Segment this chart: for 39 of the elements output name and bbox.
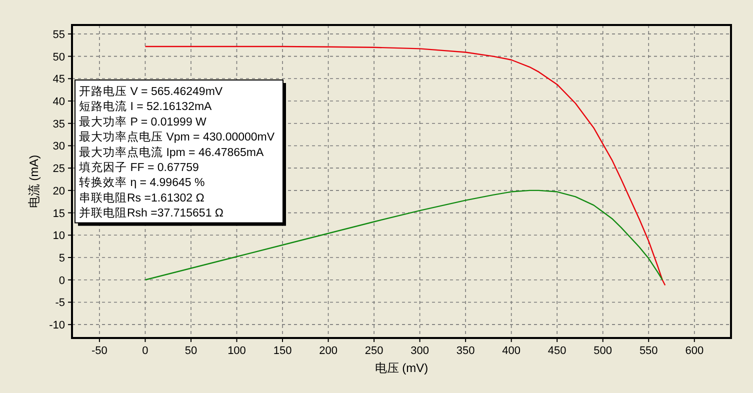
y-tick-label: 10 — [52, 230, 65, 242]
y-tick-label: 45 — [52, 74, 65, 86]
x-tick-label: -50 — [92, 345, 108, 357]
x-tick-label: 300 — [410, 345, 429, 357]
x-tick-label: 350 — [456, 345, 475, 357]
y-tick-label: 55 — [52, 28, 65, 41]
annotation: 填充因子 FF = 0.67759 — [78, 160, 199, 174]
y-axis-title: 电流 (mA) — [27, 154, 41, 208]
y-tick-label: -10 — [49, 320, 65, 332]
y-tick-label: 20 — [52, 185, 65, 198]
y-tick-label: 15 — [52, 208, 65, 220]
annotation: 最大功率点电流 Ipm = 46.47865mA — [79, 144, 264, 159]
annotation: 转换效率 η = 4.99645 % — [79, 175, 205, 190]
x-tick-label: 550 — [639, 345, 658, 357]
x-tick-label: 600 — [685, 345, 704, 357]
x-tick-label: 0 — [142, 345, 148, 357]
y-tick-label: -5 — [55, 297, 65, 310]
y-tick-label: 25 — [52, 163, 65, 176]
annotation: 开路电压 V = 565.46249mV — [79, 85, 223, 98]
x-tick-label: 200 — [319, 345, 338, 357]
x-tick-label: 100 — [228, 345, 246, 357]
annotation: 短路电流 I = 52.16132mA — [79, 99, 212, 114]
annotation: 串联电阻Rs =1.61302 Ω — [79, 191, 205, 204]
y-tick-label: 40 — [52, 96, 65, 108]
x-tick-label: 50 — [184, 345, 198, 357]
y-tick-label: 0 — [58, 274, 65, 287]
annotation: 并联电阻Rsh =37.715651 Ω — [79, 206, 224, 220]
x-tick-label: 450 — [548, 345, 566, 357]
annotation: 最大功率点电压 Vpm = 430.00000mV — [79, 130, 275, 144]
x-tick-label: 500 — [594, 345, 612, 357]
x-tick-label: 250 — [364, 345, 384, 357]
y-tick-label: 30 — [52, 140, 65, 153]
x-tick-label: 400 — [502, 345, 521, 357]
x-axis-title: 电压 (mV) — [374, 361, 428, 375]
y-tick-label: 35 — [52, 118, 65, 130]
y-tick-label: 50 — [52, 51, 65, 64]
y-tick-label: 5 — [58, 252, 65, 265]
x-tick-label: 150 — [273, 345, 292, 357]
annotation: 最大功率 P = 0.01999 W — [79, 114, 207, 128]
